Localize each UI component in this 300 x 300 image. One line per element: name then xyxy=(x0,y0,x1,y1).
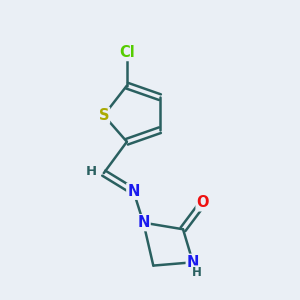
Text: H: H xyxy=(192,266,202,279)
Text: N: N xyxy=(187,255,199,270)
Text: N: N xyxy=(137,215,150,230)
Text: H: H xyxy=(86,165,97,178)
Text: O: O xyxy=(196,195,209,210)
Text: N: N xyxy=(127,184,140,199)
Text: S: S xyxy=(98,108,109,123)
Text: Cl: Cl xyxy=(119,45,135,60)
